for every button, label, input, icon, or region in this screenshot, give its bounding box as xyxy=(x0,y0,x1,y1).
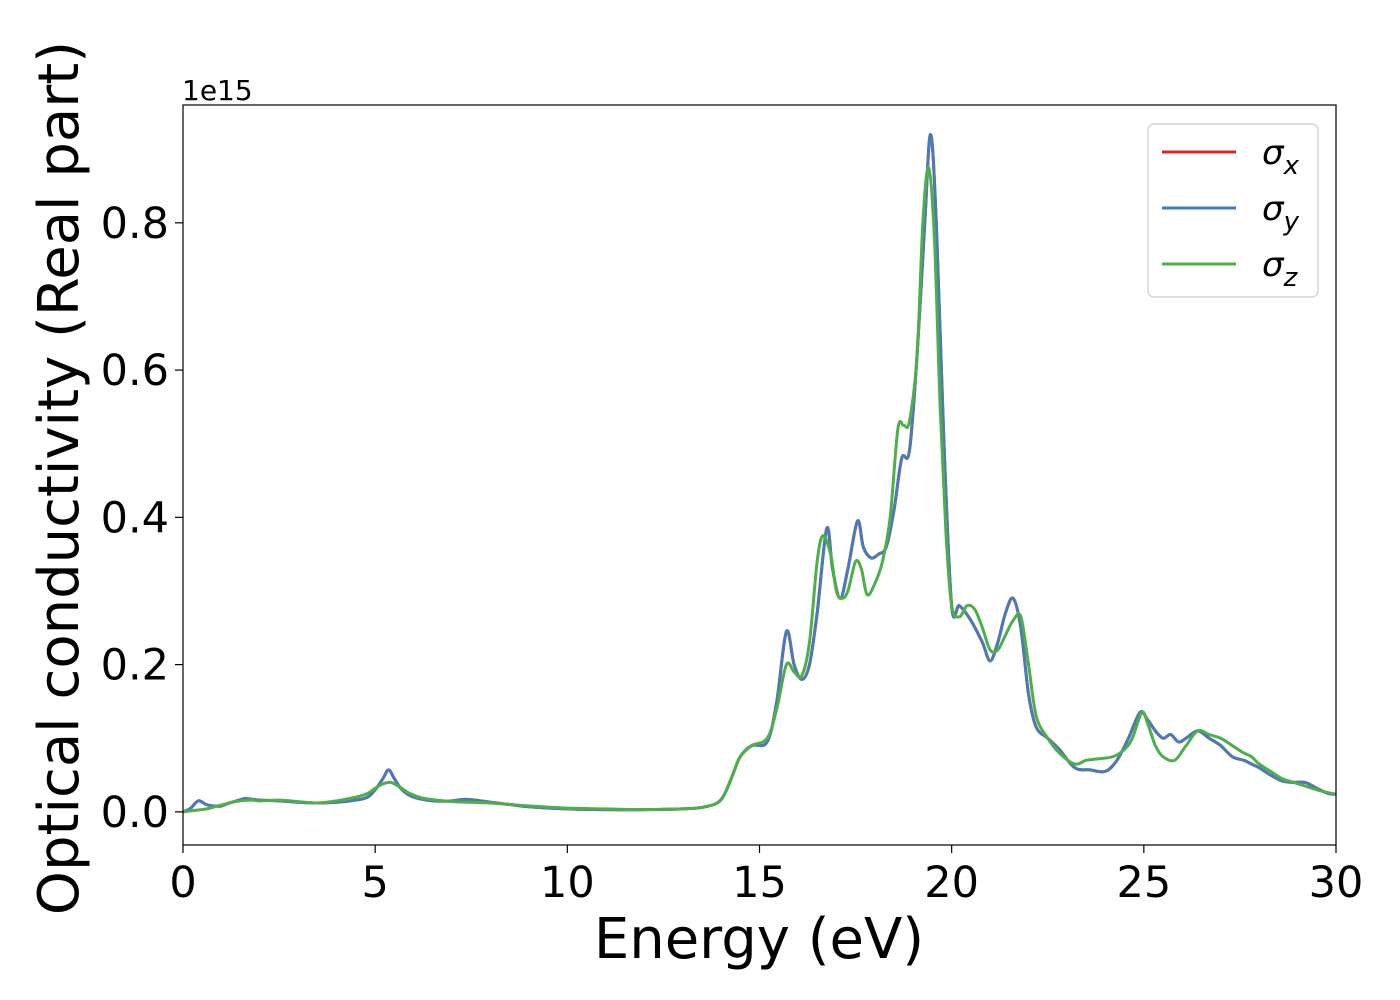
x-tick-label: 0 xyxy=(169,858,196,908)
legend-box xyxy=(1147,123,1319,298)
y-tick-label: 0.8 xyxy=(101,199,169,249)
legend-label: σz xyxy=(1262,245,1299,293)
legend-label: σx xyxy=(1262,133,1300,181)
legend-symbol: σ xyxy=(1262,133,1285,173)
legend-item-x: σx xyxy=(1162,133,1300,181)
y-tick-label: 0.2 xyxy=(101,641,169,691)
legend-subscript: y xyxy=(1283,207,1300,237)
y-offset-text: 1e15 xyxy=(182,74,253,107)
legend-item-y: σy xyxy=(1162,189,1300,237)
y-axis-title: Optical conductivity (Real part) xyxy=(27,41,92,915)
legend-label: σy xyxy=(1262,189,1300,237)
legend-subscript: x xyxy=(1283,151,1300,181)
x-axis: 0 5 10 15 20 25 30 xyxy=(169,845,1363,908)
series-layer xyxy=(183,132,1336,814)
x-tick-label: 30 xyxy=(1309,858,1364,908)
legend-subscript: z xyxy=(1283,263,1299,293)
series-line-z xyxy=(183,166,1336,814)
x-tick-label: 25 xyxy=(1116,858,1171,908)
y-tick-label: 0.0 xyxy=(101,788,169,838)
x-tick-label: 20 xyxy=(924,858,979,908)
y-tick-label: 0.6 xyxy=(101,346,169,396)
legend-item-z: σz xyxy=(1162,245,1299,293)
y-tick-label: 0.4 xyxy=(101,493,169,543)
x-axis-title: Energy (eV) xyxy=(594,907,924,972)
x-tick-label: 15 xyxy=(732,858,787,908)
y-axis: 0.0 0.2 0.4 0.6 0.8 xyxy=(101,199,183,838)
legend-symbol: σ xyxy=(1262,245,1285,285)
x-tick-label: 10 xyxy=(540,858,595,908)
x-tick-label: 5 xyxy=(361,858,388,908)
legend-symbol: σ xyxy=(1262,189,1285,229)
